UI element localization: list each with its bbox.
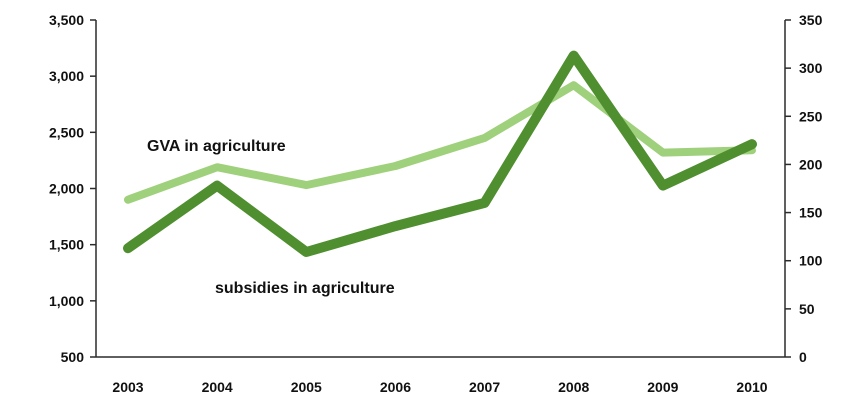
x-tick-label: 2006 (380, 379, 411, 395)
x-tick-label: 2007 (469, 379, 500, 395)
series-line-subsidies (123, 50, 757, 257)
left-y-tick-label: 1,500 (49, 237, 84, 253)
x-tick-label: 2003 (112, 379, 143, 395)
right-y-tick-label: 350 (799, 12, 823, 28)
right-y-tick-label: 100 (799, 253, 823, 269)
right-y-tick-label: 50 (799, 301, 815, 317)
x-tick-label: 2004 (202, 379, 233, 395)
x-tick-label: 2010 (736, 379, 767, 395)
series-lines (123, 50, 757, 257)
x-tick-label: 2005 (291, 379, 322, 395)
left-y-axis-ticks: 500 1,000 1,500 2,000 2,500 3,000 3,500 (49, 12, 96, 365)
left-y-tick-label: 3,000 (49, 68, 84, 84)
right-y-tick-label: 250 (799, 108, 823, 124)
right-y-tick-label: 300 (799, 60, 823, 76)
right-y-tick-label: 150 (799, 205, 823, 221)
left-y-tick-label: 2,500 (49, 124, 84, 140)
series-line-gva (124, 81, 756, 204)
left-y-tick-label: 1,000 (49, 293, 84, 309)
left-y-tick-label: 3,500 (49, 12, 84, 28)
series-label-gva: GVA in agriculture (147, 138, 286, 155)
right-y-axis-ticks: 0 50 100 150 200 250 300 350 (785, 12, 823, 365)
x-axis-ticks: 2003 2004 2005 2006 2007 2008 2009 2010 (112, 379, 767, 395)
right-y-tick-label: 200 (799, 156, 823, 172)
left-y-tick-label: 2,000 (49, 181, 84, 197)
right-y-tick-label: 0 (799, 349, 807, 365)
series-label-subsidies: subsidies in agriculture (215, 280, 395, 297)
x-tick-label: 2009 (647, 379, 678, 395)
x-tick-label: 2008 (558, 379, 589, 395)
left-y-tick-label: 500 (61, 349, 85, 365)
